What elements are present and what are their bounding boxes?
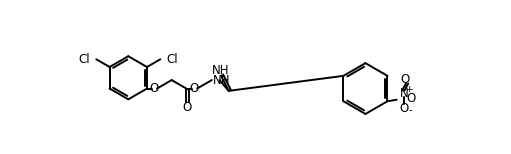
Text: O: O [190,82,199,95]
Text: Cl: Cl [167,53,178,66]
Text: O: O [401,73,410,86]
Text: NH: NH [212,64,229,77]
Text: O: O [400,102,409,116]
Text: O: O [406,92,415,105]
Text: N: N [400,87,409,100]
Text: O: O [183,101,192,114]
Text: O: O [149,82,158,95]
Text: -: - [409,105,412,115]
Text: Cl: Cl [79,53,90,66]
Text: +: + [405,85,413,94]
Text: NH: NH [213,74,230,87]
